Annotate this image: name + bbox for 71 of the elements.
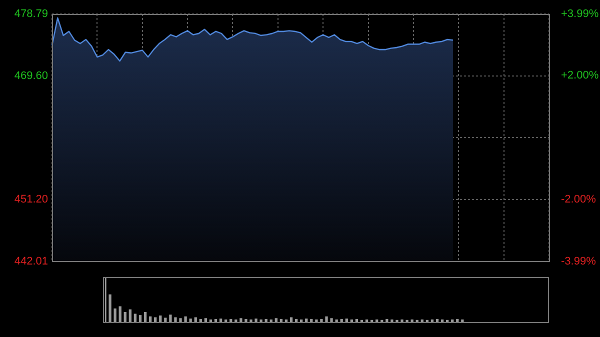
bar <box>274 318 278 322</box>
bar <box>310 319 313 322</box>
bar <box>164 318 167 322</box>
bar <box>270 319 272 322</box>
bar <box>436 319 439 322</box>
bar <box>355 319 358 322</box>
y-tick-label: 442.01 <box>14 255 48 268</box>
bar <box>365 319 368 322</box>
bar <box>451 319 454 322</box>
bar <box>118 306 122 322</box>
y2-tick-label: -3.99% <box>561 255 596 268</box>
bar <box>144 312 147 322</box>
bar <box>204 318 208 322</box>
y2-tick-label: -2.00% <box>561 194 596 206</box>
bar <box>174 317 177 322</box>
bar <box>461 319 464 322</box>
bar <box>456 319 459 322</box>
bar <box>134 314 137 322</box>
bar <box>179 318 182 322</box>
bar <box>280 319 283 322</box>
bar <box>154 317 157 322</box>
bar <box>138 315 142 322</box>
bar <box>284 319 288 322</box>
bar <box>189 318 192 322</box>
bar <box>199 319 202 322</box>
bar <box>340 319 343 322</box>
bar <box>350 319 353 322</box>
bar <box>250 319 252 322</box>
bar <box>294 319 298 322</box>
bar <box>159 316 162 322</box>
bar <box>230 319 232 322</box>
y2-tick-label: +2.00% <box>561 70 599 82</box>
bar <box>335 319 338 322</box>
bar <box>240 318 242 322</box>
bar <box>386 319 388 322</box>
bar <box>376 319 378 322</box>
bar <box>108 294 112 322</box>
bar <box>290 317 293 322</box>
bar <box>345 318 348 322</box>
bar <box>194 317 197 322</box>
bar <box>330 318 333 322</box>
bar <box>264 319 268 322</box>
bar <box>124 312 126 322</box>
bar <box>300 319 303 322</box>
bar <box>305 318 308 322</box>
bar <box>440 319 444 322</box>
bar <box>390 319 394 322</box>
bar <box>420 319 424 322</box>
bar <box>244 319 248 322</box>
bar <box>430 319 434 322</box>
bar <box>234 319 238 322</box>
bar <box>169 314 172 322</box>
bar <box>219 318 222 322</box>
y-tick-label: 478.79 <box>14 8 48 20</box>
bar <box>114 308 116 322</box>
bar <box>400 319 404 322</box>
bar <box>315 319 318 322</box>
bar <box>254 318 258 322</box>
bar <box>325 316 328 322</box>
y-tick-label: 451.20 <box>14 194 48 206</box>
bar <box>184 316 187 322</box>
bar <box>209 319 212 322</box>
bar <box>320 319 323 322</box>
y-tick-label: 469.60 <box>14 70 48 82</box>
bar <box>410 319 414 322</box>
bar <box>214 319 218 322</box>
bar <box>224 319 228 322</box>
bar <box>260 319 262 322</box>
bar <box>148 316 152 322</box>
y2-tick-label: +3.99% <box>561 8 599 20</box>
bar <box>128 309 132 322</box>
